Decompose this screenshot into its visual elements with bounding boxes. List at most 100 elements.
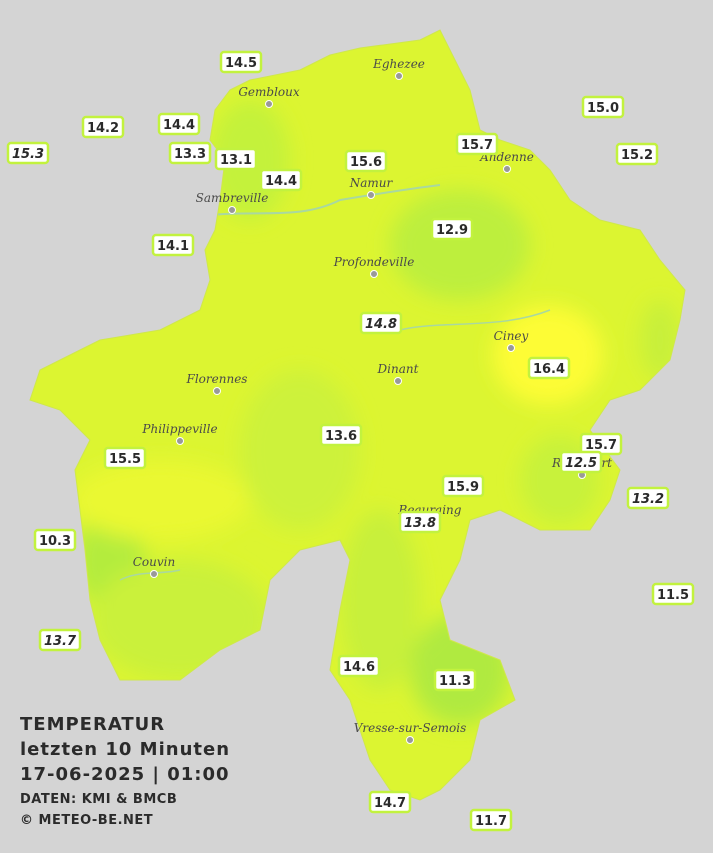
station-label: 14.1 (151, 233, 195, 257)
station-value: 14.8 (365, 317, 397, 332)
station-value: 14.5 (225, 56, 257, 71)
station-label: 14.8 (359, 311, 403, 335)
city-name: Philippeville (141, 422, 217, 436)
station-label: 15.5 (103, 446, 147, 470)
station-box (259, 168, 303, 192)
station-label: 13.2 (626, 486, 670, 510)
city-name: Sambreville (196, 191, 269, 205)
title-line: 17-06-2025 | 01:00 (20, 764, 230, 785)
city-dot (395, 72, 403, 80)
station-label: 14.7 (368, 790, 412, 814)
city-name: Namur (349, 176, 394, 190)
station-box (38, 628, 82, 652)
station-label: 13.8 (398, 510, 442, 534)
station-label: 11.5 (651, 582, 695, 606)
city-dot (406, 736, 414, 744)
station-label: 15.0 (581, 95, 625, 119)
station-value: 10.3 (39, 534, 71, 549)
city-dot (228, 206, 236, 214)
station-box (527, 356, 571, 380)
title-line: TEMPERATUR (20, 714, 165, 735)
station-box (103, 446, 147, 470)
city-dot (265, 100, 273, 108)
station-value: 12.9 (436, 223, 468, 238)
station-box (615, 142, 659, 166)
station-box (430, 217, 474, 241)
city-dot (176, 437, 184, 445)
title-line: letzten 10 Minuten (20, 739, 230, 760)
station-box (469, 808, 513, 832)
station-box (359, 311, 403, 335)
station-box (626, 486, 670, 510)
station-box (6, 141, 50, 165)
station-value: 15.7 (585, 438, 617, 453)
station-box (219, 50, 263, 74)
station-box (168, 141, 212, 165)
station-value: 13.7 (44, 634, 77, 649)
station-label: 15.6 (344, 149, 388, 173)
station-label: 15.3 (6, 141, 50, 165)
credit-line: DATEN: KMI & BMCB (20, 792, 177, 807)
station-label: 14.4 (259, 168, 303, 192)
station-box (344, 149, 388, 173)
city-name: Dinant (377, 362, 419, 376)
city-name: Eghezee (372, 57, 425, 71)
city-name: Vresse-sur-Semois (354, 721, 467, 735)
station-value: 13.3 (174, 147, 206, 162)
station-label: 14.6 (337, 654, 381, 678)
station-value: 15.9 (447, 480, 479, 495)
station-box (157, 112, 201, 136)
city-name: Profondeville (333, 255, 415, 269)
city-name: Gembloux (238, 85, 300, 99)
station-label: 15.7 (579, 432, 623, 456)
station-value: 14.2 (87, 121, 119, 136)
station-label: 12.5 (559, 450, 603, 474)
station-label: 10.3 (33, 528, 77, 552)
city-dot (507, 344, 515, 352)
station-value: 14.6 (343, 660, 375, 675)
city-dot (370, 270, 378, 278)
station-value: 13.6 (325, 429, 357, 444)
station-value: 15.0 (587, 101, 619, 116)
station-label: 15.9 (441, 474, 485, 498)
city-dot (394, 377, 402, 385)
station-box (151, 233, 195, 257)
station-value: 15.2 (621, 148, 653, 163)
station-value: 14.4 (163, 118, 195, 133)
station-value: 14.7 (374, 796, 406, 811)
station-value: 15.7 (461, 138, 493, 153)
station-value: 15.5 (109, 452, 141, 467)
station-label: 13.3 (168, 141, 212, 165)
station-label: 13.7 (38, 628, 82, 652)
station-label: 14.2 (81, 115, 125, 139)
station-box (559, 450, 603, 474)
credit-line: © METEO-BE.NET (20, 813, 153, 828)
station-value: 12.5 (565, 456, 597, 471)
city-dot (213, 387, 221, 395)
station-box (33, 528, 77, 552)
city-dot (367, 191, 375, 199)
station-box (368, 790, 412, 814)
station-label: 16.4 (527, 356, 571, 380)
station-box (398, 510, 442, 534)
station-value: 11.3 (439, 674, 471, 689)
station-box (581, 95, 625, 119)
station-box (214, 147, 258, 171)
station-value: 13.2 (632, 492, 664, 507)
station-value: 14.1 (157, 239, 189, 254)
station-box (651, 582, 695, 606)
city-dot (150, 570, 158, 578)
station-value: 14.4 (265, 174, 297, 189)
station-box (455, 132, 499, 156)
station-value: 11.5 (657, 588, 689, 603)
station-label: 13.6 (319, 423, 363, 447)
station-value: 16.4 (533, 362, 565, 377)
station-box (441, 474, 485, 498)
station-label: 15.7 (455, 132, 499, 156)
station-value: 13.8 (404, 516, 436, 531)
station-value: 11.7 (475, 814, 507, 829)
station-value: 13.1 (220, 153, 252, 168)
station-value: 15.3 (12, 147, 44, 162)
station-box (319, 423, 363, 447)
